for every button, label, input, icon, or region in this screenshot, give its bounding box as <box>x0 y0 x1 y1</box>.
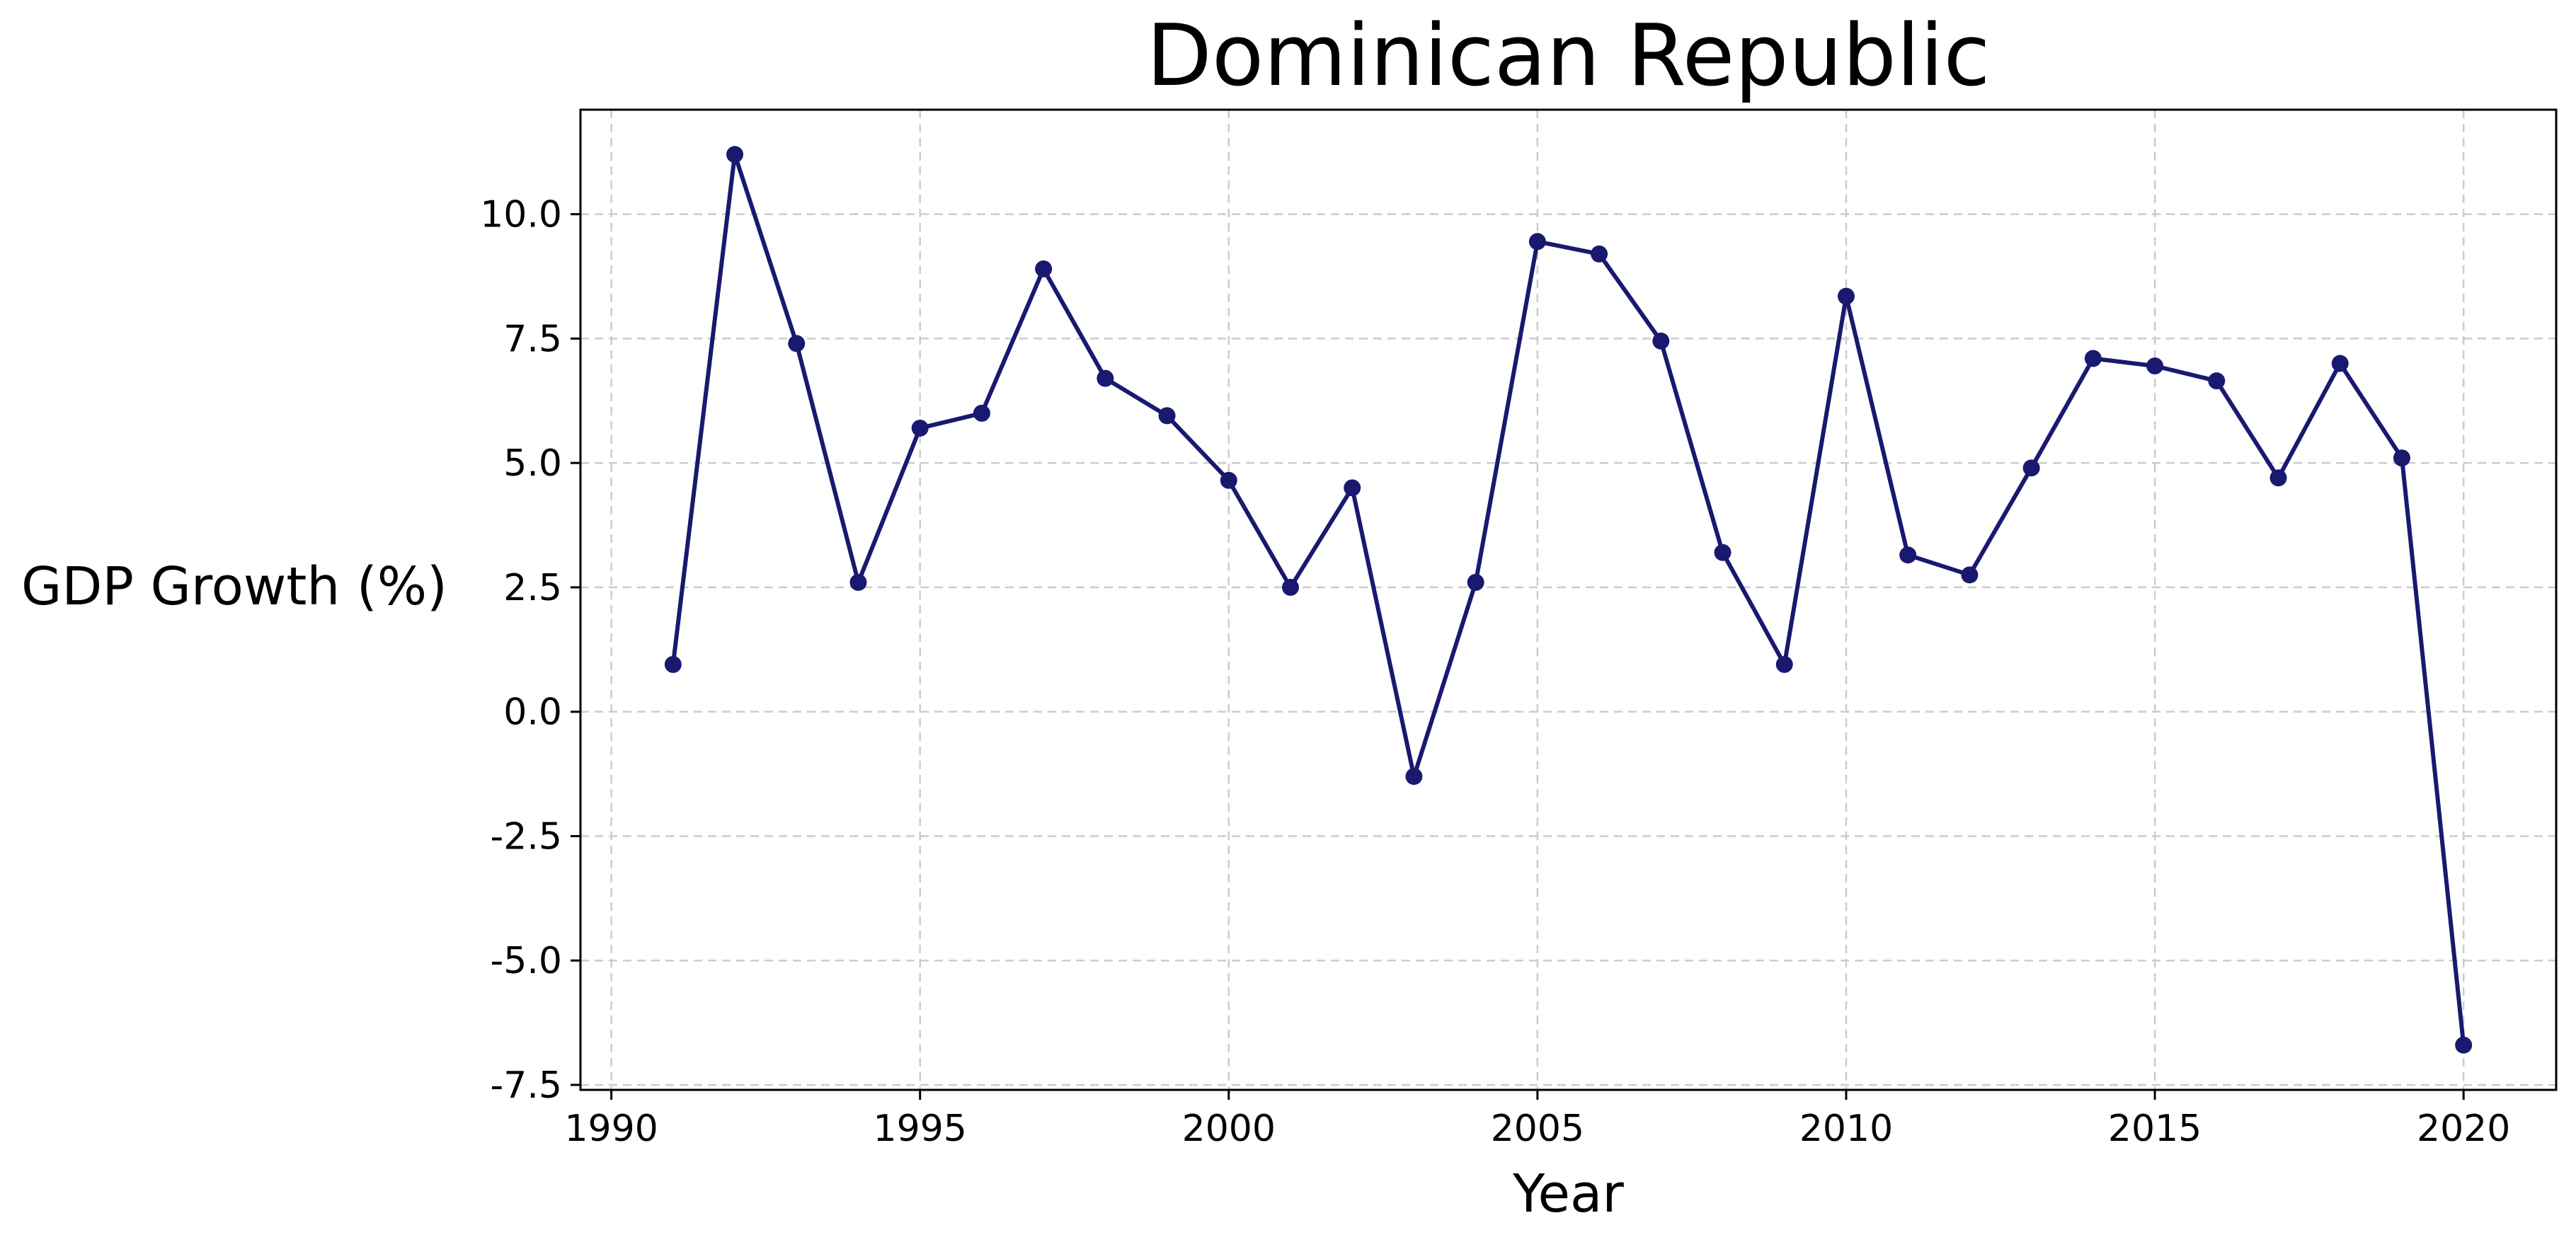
data-point <box>1405 768 1423 786</box>
data-point <box>1837 287 1855 305</box>
data-point <box>911 419 929 437</box>
axis-ticks: 1990 1995 2000 2005 2010 2015 2020 -7.5 -5.0 -2.5… <box>480 194 2510 1150</box>
data-point <box>2146 357 2164 375</box>
data-point <box>849 573 867 591</box>
data-point <box>1282 578 1300 596</box>
chart-title: Dominican Republic <box>1146 7 1990 105</box>
data-point <box>1158 407 1176 425</box>
x-tick-label: 2005 <box>1491 1108 1584 1150</box>
data-point <box>1591 245 1608 263</box>
data-point <box>1775 655 1793 673</box>
data-point <box>726 146 744 163</box>
x-tick-label: 2015 <box>2108 1108 2202 1150</box>
data-point <box>1097 369 1114 387</box>
data-point <box>1035 260 1053 277</box>
y-tick-label: 7.5 <box>503 318 562 360</box>
x-tick-label: 2010 <box>1799 1108 1893 1150</box>
y-tick-label: -5.0 <box>491 940 562 982</box>
data-point <box>1652 332 1670 350</box>
data-point <box>2022 459 2040 477</box>
data-point <box>788 335 806 352</box>
data-point <box>2393 449 2410 467</box>
data-point <box>2269 469 2287 487</box>
grid-lines <box>580 110 2556 1090</box>
data-point <box>1714 544 1731 561</box>
data-point <box>973 404 990 422</box>
x-axis-title: Year <box>1512 1163 1624 1224</box>
data-point <box>664 655 682 673</box>
data-point <box>1899 546 1917 564</box>
x-tick-label: 1990 <box>564 1108 658 1150</box>
data-point <box>1220 471 1237 489</box>
y-tick-label: -2.5 <box>491 815 562 858</box>
y-tick-label: 10.0 <box>480 194 562 236</box>
plot-area-frame <box>579 108 2558 1091</box>
y-tick-label: 5.0 <box>503 442 562 485</box>
data-point <box>2084 350 2102 367</box>
x-tick-label: 1995 <box>874 1108 967 1150</box>
data-point <box>2331 355 2349 372</box>
y-tick-label: 0.0 <box>503 691 562 734</box>
y-tick-label: 2.5 <box>503 567 562 609</box>
data-point <box>1961 566 1979 584</box>
data-point <box>2455 1036 2473 1054</box>
x-tick-label: 2020 <box>2417 1108 2510 1150</box>
series-line <box>670 152 2466 1047</box>
data-series <box>664 146 2473 1054</box>
x-tick-label: 2000 <box>1182 1108 1276 1150</box>
data-point <box>1344 479 1361 497</box>
y-axis-title: GDP Growth (%) <box>21 556 447 617</box>
y-tick-label: -7.5 <box>491 1064 562 1107</box>
data-point <box>1467 573 1484 591</box>
data-point <box>1528 233 1546 251</box>
data-point <box>2208 372 2226 390</box>
